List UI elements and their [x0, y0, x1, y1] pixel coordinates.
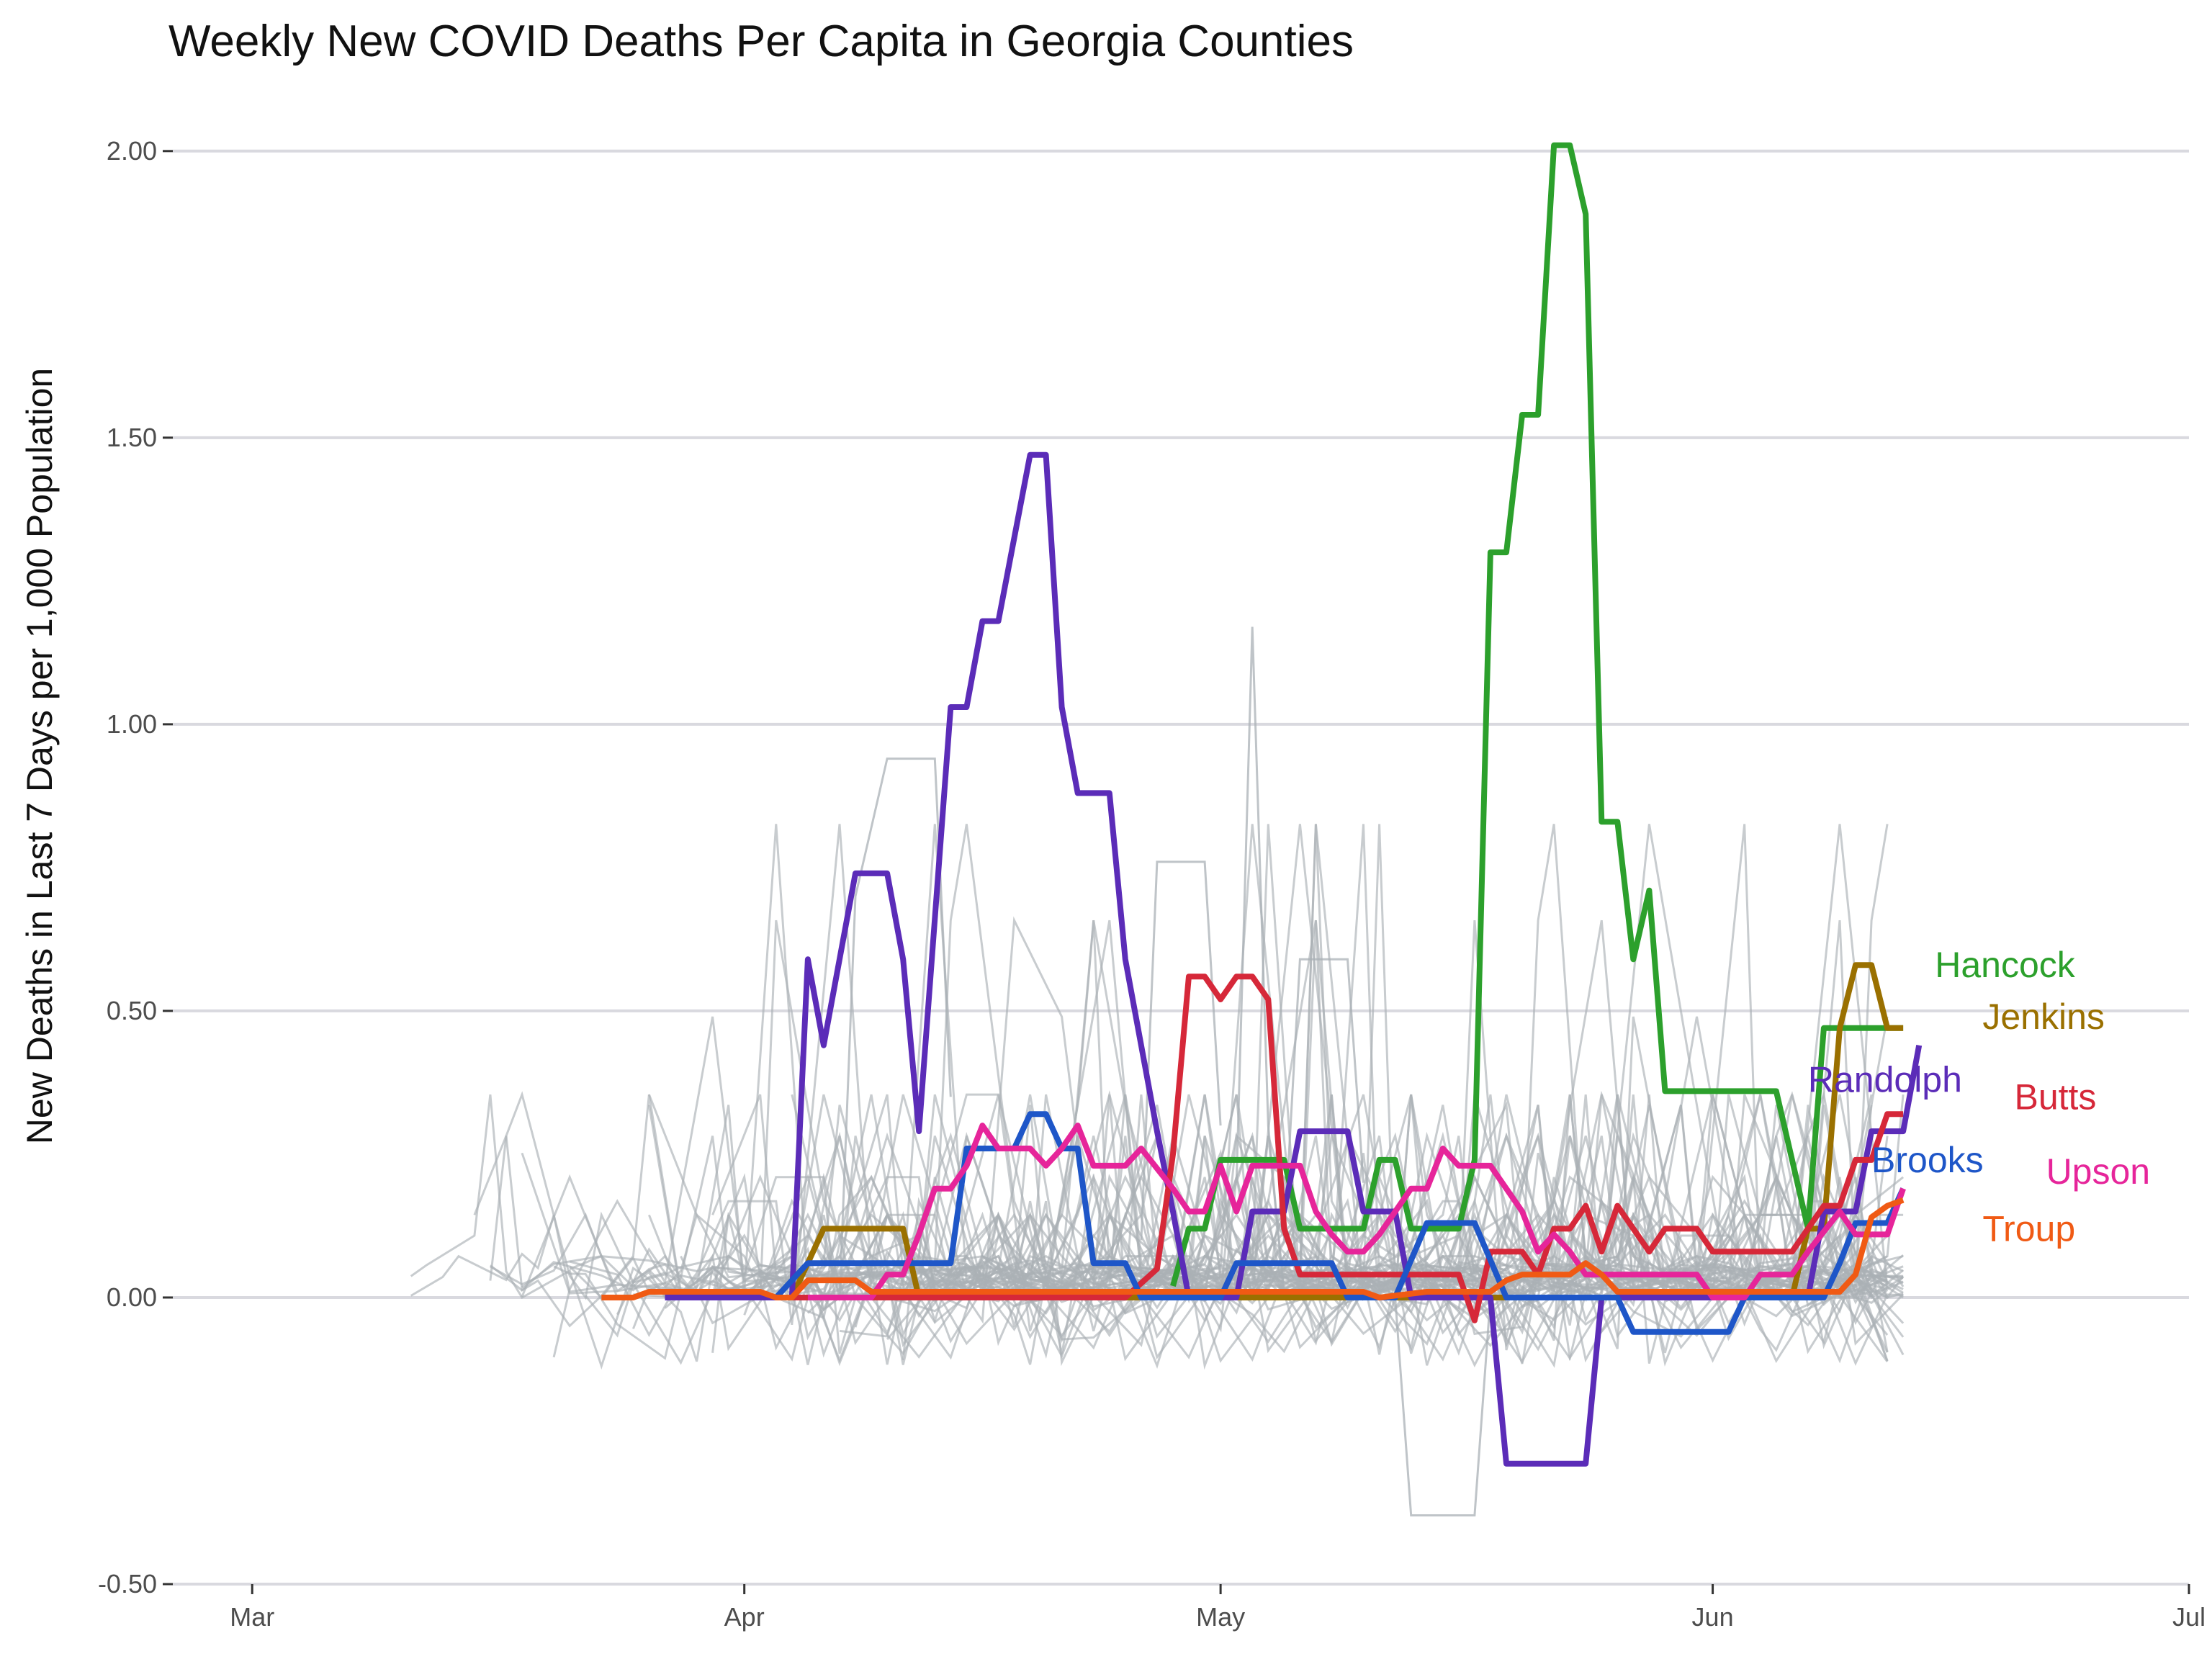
series-label-butts: Butts [2014, 1076, 2096, 1117]
series-line-jenkins [789, 962, 1904, 1300]
axes: -0.50 0.00 0.50 1.00 1.50 2.00 Mar Apr May Jun Jul [98, 136, 2206, 1632]
series-line-randolph [665, 451, 1923, 1467]
y-axis-title: New Deaths in Last 7 Days per 1,000 Popu… [19, 368, 60, 1144]
series-label-brooks: Brooks [1871, 1140, 1984, 1180]
background-county-line [1394, 1297, 1492, 1516]
y-tick-label: 1.00 [107, 709, 157, 739]
x-tick-label: Jul [2172, 1602, 2206, 1632]
background-county-line [1282, 958, 1364, 1241]
background-county-line [1140, 860, 1222, 1241]
y-tick-label: 0.50 [107, 996, 157, 1025]
series-label-troup: Troup [1982, 1208, 2075, 1249]
background-county-line [902, 824, 1889, 1361]
y-tick-label: 1.50 [107, 423, 157, 452]
x-tick-label: May [1196, 1602, 1245, 1632]
chart-title: Weekly New COVID Deaths Per Capita in Ge… [168, 17, 1354, 66]
x-tick-label: Apr [724, 1602, 765, 1632]
series-line-butts [791, 974, 1904, 1323]
series-line-troup [601, 1197, 1905, 1300]
background-county-line [490, 1094, 1904, 1364]
background-county-line [838, 757, 952, 1298]
series-label-jenkins: Jenkins [1982, 997, 2105, 1037]
series-line-hancock [1170, 142, 1904, 1287]
background-county-line [981, 1090, 1904, 1352]
grid-lines [173, 149, 2189, 1586]
series-line-brooks [773, 1111, 1906, 1335]
county-labels: Hancock Jenkins Randolph Butts Brooks Upson Tr… [1808, 945, 2150, 1249]
series-label-hancock: Hancock [1935, 945, 2076, 985]
series-label-upson: Upson [2046, 1151, 2151, 1192]
y-tick-label: 0.00 [107, 1282, 157, 1312]
highlighted-county-lines [601, 142, 1923, 1467]
background-county-lines [410, 626, 1905, 1516]
y-tick-label: -0.50 [98, 1569, 157, 1599]
y-tick-label: 2.00 [107, 136, 157, 166]
x-tick-label: Mar [230, 1602, 274, 1632]
x-tick-label: Jun [1692, 1602, 1734, 1632]
series-label-randolph: Randolph [1808, 1059, 1962, 1100]
